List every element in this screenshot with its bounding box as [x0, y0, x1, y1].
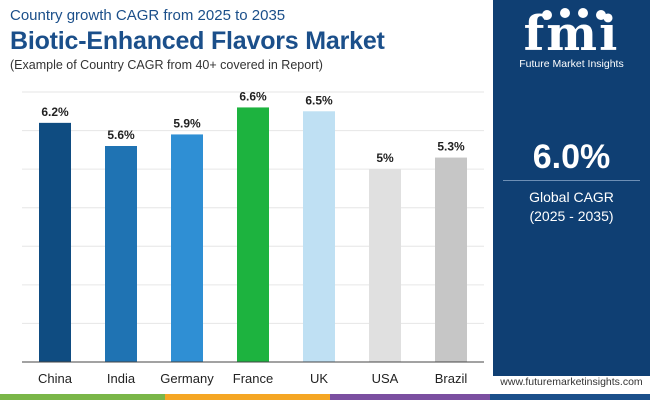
bar-usa: [369, 169, 401, 362]
chart-title: Biotic-Enhanced Flavors Market: [10, 27, 385, 55]
x-tick-label-india: India: [107, 371, 136, 386]
bar-uk: [303, 111, 335, 363]
divider: [503, 180, 640, 181]
global-cagr-period: (2025 - 2035): [529, 208, 614, 224]
color-strip-green: [0, 394, 165, 400]
bar-brazil: [435, 157, 467, 362]
bar-germany: [171, 134, 203, 362]
color-strip-blue: [490, 394, 650, 400]
global-cagr-label: Global CAGR (2025 - 2035): [493, 188, 650, 226]
data-label-france: 6.6%: [239, 89, 267, 103]
bar-china: [39, 122, 71, 362]
logo-caption: Future Market Insights: [519, 58, 624, 70]
summary-panel: fmi Future Market Insights 6.0% Global C…: [493, 0, 650, 380]
logo-dot-icon: [560, 8, 570, 18]
data-label-china: 6.2%: [41, 105, 69, 119]
logo: fmi: [523, 6, 620, 62]
logo-dot-icon: [596, 10, 606, 20]
data-label-india: 5.6%: [107, 128, 135, 142]
data-label-brazil: 5.3%: [437, 140, 465, 154]
x-tick-label-uk: UK: [310, 371, 328, 386]
logo-dot-icon: [578, 8, 588, 18]
logo-dot-icon: [542, 10, 552, 20]
color-strip-purple: [330, 394, 490, 400]
bar-india: [105, 146, 137, 362]
website-link[interactable]: www.futuremarketinsights.com: [493, 376, 650, 390]
x-tick-label-usa: USA: [372, 371, 399, 386]
chart-note: (Example of Country CAGR from 40+ covere…: [10, 58, 323, 72]
x-tick-label-china: China: [38, 371, 73, 386]
data-label-uk: 6.5%: [305, 93, 333, 107]
bar-chart: 6.2% China 5.6% India 5.9% Germany 6.6% France 6…: [22, 89, 484, 386]
bar-france: [237, 107, 269, 362]
x-tick-label-germany: Germany: [160, 371, 214, 386]
color-strip-orange: [165, 394, 330, 400]
logo-icons: [542, 8, 606, 20]
global-cagr-label-line1: Global CAGR: [529, 189, 614, 205]
global-cagr-value: 6.0%: [532, 138, 611, 176]
x-tick-label-france: France: [233, 371, 273, 386]
data-label-germany: 5.9%: [173, 116, 201, 130]
data-label-usa: 5%: [376, 151, 394, 165]
chart-subtitle: Country growth CAGR from 2025 to 2035: [10, 7, 286, 24]
x-tick-label-brazil: Brazil: [435, 371, 468, 386]
